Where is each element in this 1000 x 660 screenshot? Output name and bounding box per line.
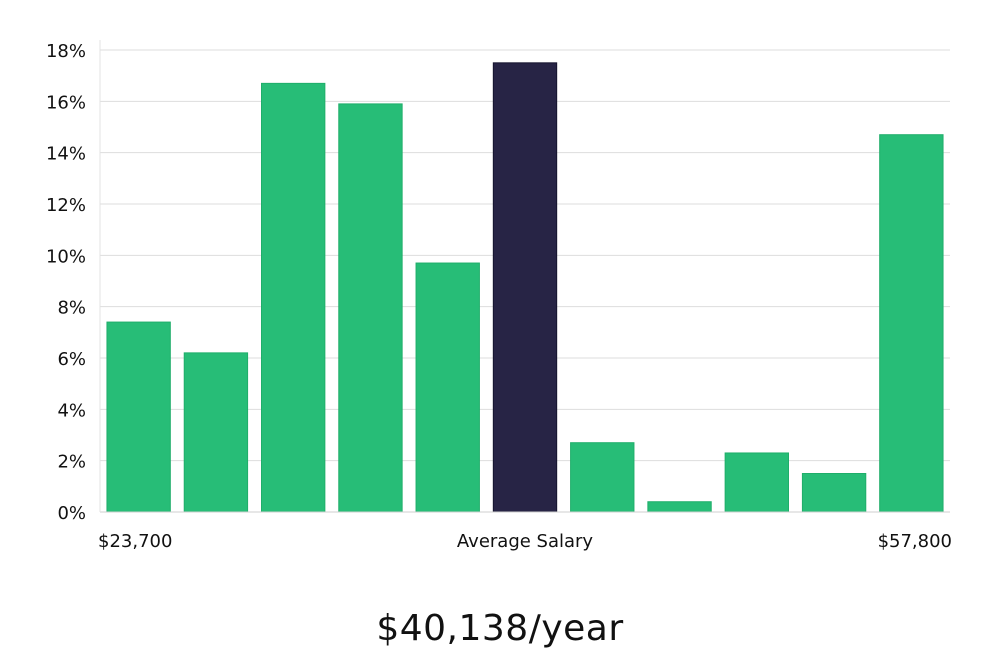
- bar-average-salary: [492, 62, 558, 513]
- bar-2: [183, 352, 249, 513]
- y-tick-label: 8%: [57, 298, 86, 319]
- bar-4: [338, 103, 403, 513]
- x-axis-center-label: Average Salary: [457, 531, 594, 552]
- y-tick-label: 14%: [46, 144, 86, 165]
- average-salary-value: $40,138/year: [376, 608, 624, 649]
- y-tick-label: 6%: [57, 349, 86, 370]
- bar-5: [415, 262, 480, 513]
- y-tick-label: 0%: [57, 503, 86, 524]
- y-axis-tick-labels: 0% 2% 4% 6% 8% 10% 12% 14% 16% 18%: [46, 41, 86, 524]
- y-tick-label: 12%: [46, 195, 86, 216]
- histogram-bars: [106, 62, 944, 513]
- bar-3: [261, 82, 326, 513]
- bar-8: [647, 501, 712, 513]
- y-tick-label: 18%: [46, 41, 86, 62]
- y-tick-label: 16%: [46, 92, 86, 113]
- x-axis-min-label: $23,700: [98, 531, 172, 552]
- bar-11: [879, 134, 944, 513]
- y-tick-label: 10%: [46, 246, 86, 267]
- x-axis-max-label: $57,800: [878, 531, 952, 552]
- bar-7: [570, 442, 635, 513]
- y-tick-label: 2%: [57, 452, 86, 473]
- y-tick-label: 4%: [57, 400, 86, 421]
- bar-10: [801, 473, 867, 513]
- bar-1: [106, 321, 171, 513]
- bar-9: [724, 452, 789, 513]
